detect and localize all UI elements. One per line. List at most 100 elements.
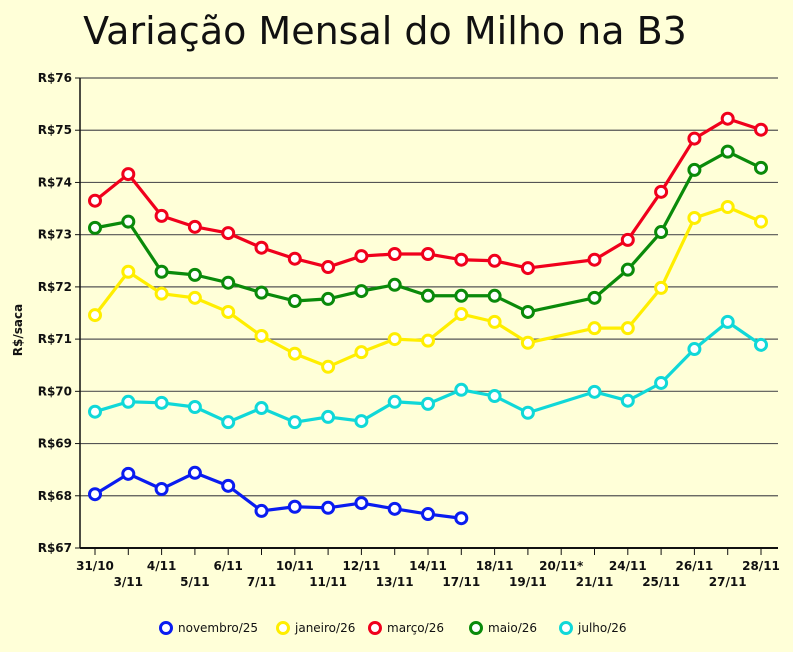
legend-marker [469, 621, 483, 635]
x-tick-label: 6/11 [213, 559, 242, 573]
y-tick-label: R$75 [38, 123, 72, 137]
data-point [221, 478, 236, 493]
data-point [487, 314, 502, 329]
data-point [421, 396, 435, 411]
data-point [287, 251, 302, 266]
y-tick-label: R$73 [38, 228, 72, 242]
chart-title: Variação Mensal do Milho na B3 [83, 9, 687, 53]
data-point [187, 290, 202, 305]
data-point [421, 333, 435, 348]
data-point [187, 400, 202, 414]
data-point [354, 345, 369, 360]
data-point [620, 262, 635, 277]
x-tick-label: 5/11 [180, 575, 209, 589]
data-point [520, 405, 535, 420]
data-point [221, 415, 236, 430]
data-point [720, 144, 735, 159]
data-point [421, 246, 435, 261]
axes: R$67 R$68 R$69 R$70 R$71 R$72 R$73 R$74 R$75 R$76… [38, 71, 780, 589]
data-point [88, 404, 102, 419]
series-maio-26 [88, 144, 768, 319]
data-point [354, 284, 369, 299]
data-point [287, 415, 302, 430]
series-janeiro-26 [88, 199, 768, 374]
data-point [154, 481, 169, 496]
data-point [520, 335, 535, 350]
data-point [121, 214, 136, 229]
data-point [354, 496, 369, 511]
data-point [221, 304, 236, 319]
legend: novembro/25 janeiro/26 março/26 maio/26 julh… [159, 621, 627, 635]
data-point [720, 199, 735, 214]
data-point [654, 375, 669, 390]
x-tick-label: 26/11 [676, 559, 714, 573]
data-point [387, 394, 402, 409]
data-point [254, 503, 269, 518]
legend-item: novembro/25 [159, 621, 258, 635]
data-point [587, 321, 602, 336]
legend-marker [159, 621, 173, 635]
data-point [187, 219, 202, 234]
legend-label: novembro/25 [178, 621, 258, 635]
data-point [720, 111, 735, 126]
data-point [387, 501, 402, 516]
data-point [720, 314, 735, 329]
data-point [354, 414, 369, 429]
data-point [88, 220, 102, 235]
data-point [754, 337, 768, 352]
data-point [321, 260, 336, 275]
data-point [354, 249, 369, 264]
data-point [454, 252, 469, 267]
legend-label: maio/26 [488, 621, 537, 635]
data-point [254, 240, 269, 255]
y-tick-label: R$70 [38, 384, 72, 398]
data-point [587, 252, 602, 267]
y-axis-label: R$/saca [11, 304, 25, 356]
data-point [121, 167, 136, 182]
data-point [121, 466, 136, 481]
data-point [654, 280, 669, 295]
x-tick-label: 4/11 [147, 559, 176, 573]
data-point [121, 394, 136, 409]
series-group [88, 111, 768, 526]
data-point [287, 346, 302, 361]
data-point [687, 342, 702, 357]
legend-label: janeiro/26 [294, 621, 355, 635]
data-point [287, 499, 302, 514]
y-tick-label: R$69 [38, 437, 72, 451]
data-point [487, 253, 502, 268]
x-tick-label: 25/11 [642, 575, 680, 589]
data-point [88, 308, 102, 323]
x-tick-label: 20/11* [539, 559, 584, 573]
x-tick-label: 11/11 [309, 575, 347, 589]
data-point [487, 288, 502, 303]
data-point [620, 321, 635, 336]
data-point [520, 261, 535, 276]
legend-marker [368, 621, 382, 635]
data-point [587, 290, 602, 305]
legend-item: julho/26 [559, 621, 627, 635]
series-novembro-25 [88, 465, 469, 526]
data-point [754, 122, 768, 137]
data-point [187, 465, 202, 480]
legend-marker [276, 621, 290, 635]
data-point [687, 131, 702, 146]
x-tick-label: 13/11 [376, 575, 414, 589]
legend-label: julho/26 [577, 621, 627, 635]
data-point [387, 332, 402, 347]
y-tick-label: R$68 [38, 489, 72, 503]
data-point [321, 359, 336, 374]
data-point [254, 401, 269, 416]
series-mar-o-26 [88, 111, 768, 276]
data-point [654, 225, 669, 240]
x-tick-label: 10/11 [276, 559, 314, 573]
data-point [121, 264, 136, 279]
x-tick-label: 12/11 [343, 559, 381, 573]
data-point [254, 328, 269, 343]
data-point [221, 226, 236, 241]
data-point [154, 208, 169, 223]
data-point [687, 162, 702, 177]
data-point [754, 160, 768, 175]
data-point [287, 293, 302, 308]
